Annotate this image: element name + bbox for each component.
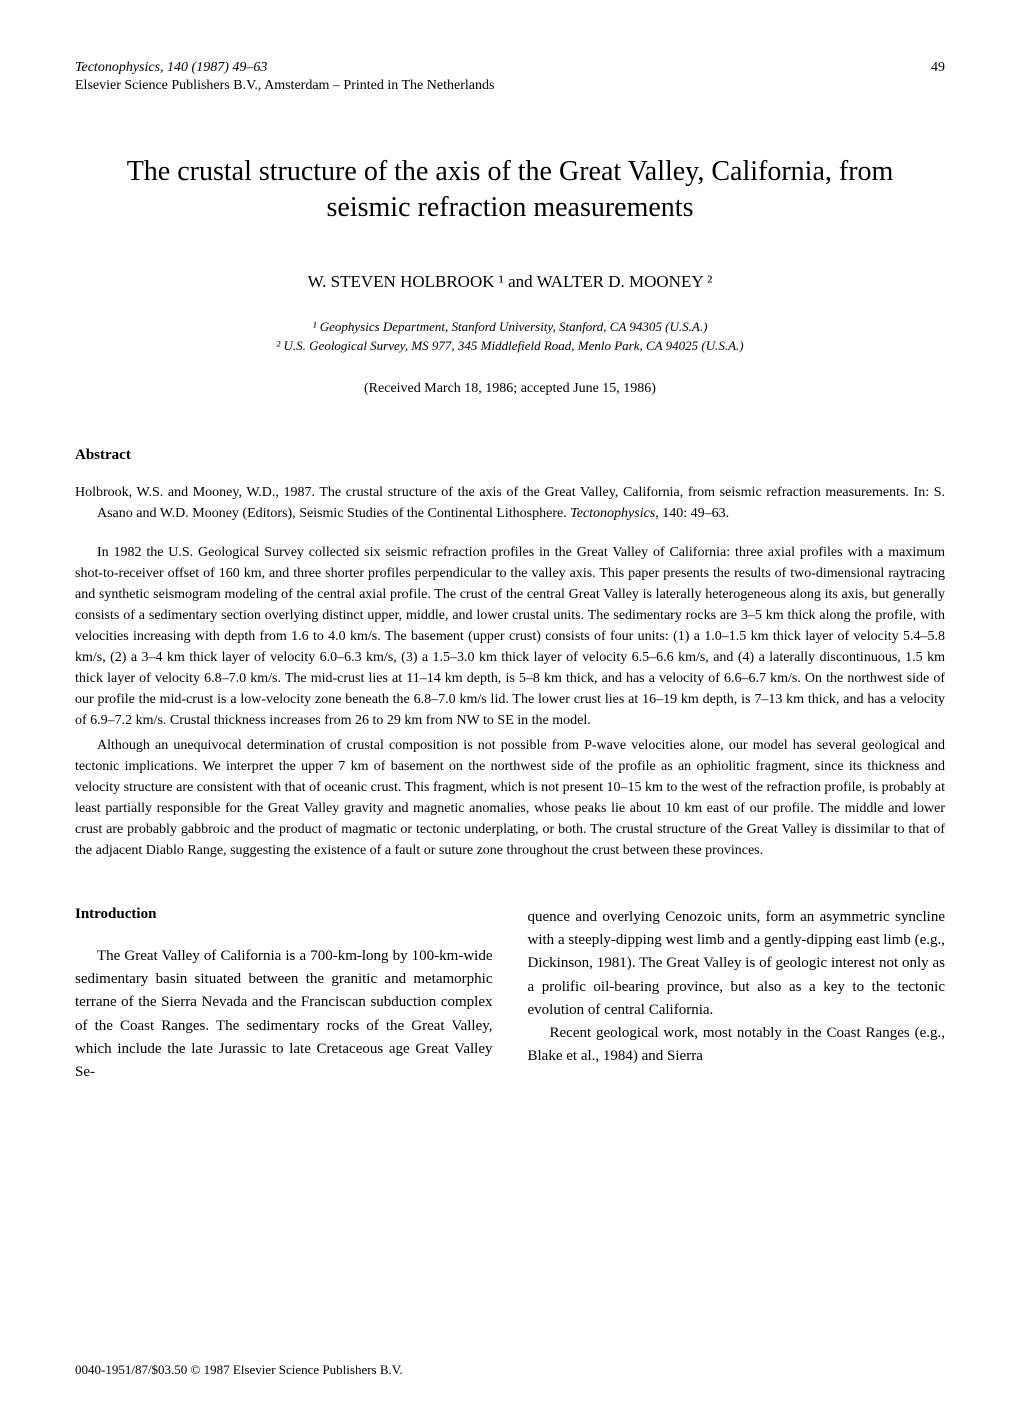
intro-para-left: The Great Valley of California is a 700-…	[75, 945, 493, 1085]
abstract-paragraph-1: In 1982 the U.S. Geological Survey colle…	[75, 542, 945, 731]
left-column: Introduction The Great Valley of Califor…	[75, 906, 493, 1085]
article-title: The crustal structure of the axis of the…	[75, 154, 945, 227]
received-accepted-dates: (Received March 18, 1986; accepted June …	[75, 381, 945, 397]
intro-para-right-2: Recent geological work, most notably in …	[528, 1022, 946, 1069]
authors: W. STEVEN HOLBROOK ¹ and WALTER D. MOONE…	[75, 272, 945, 292]
citation-pages: 140: 49–63.	[659, 506, 729, 521]
intro-para-right-1: quence and overlying Cenozoic units, for…	[528, 906, 946, 1022]
abstract-citation: Holbrook, W.S. and Mooney, W.D., 1987. T…	[75, 482, 945, 524]
citation-text: Holbrook, W.S. and Mooney, W.D., 1987. T…	[75, 485, 945, 521]
right-column: quence and overlying Cenozoic units, for…	[528, 906, 946, 1085]
journal-citation: Tectonophysics, 140 (1987) 49–63	[75, 60, 267, 76]
abstract-paragraph-2: Although an unequivocal determination of…	[75, 735, 945, 861]
footer-copyright: 0040-1951/87/$03.50 © 1987 Elsevier Scie…	[75, 1362, 403, 1378]
introduction-heading: Introduction	[75, 906, 493, 923]
affiliation-1: ¹ Geophysics Department, Stanford Univer…	[75, 317, 945, 337]
publisher-line: Elsevier Science Publishers B.V., Amster…	[75, 78, 945, 94]
page-number: 49	[931, 60, 945, 76]
abstract-heading: Abstract	[75, 447, 945, 464]
affiliation-2: ² U.S. Geological Survey, MS 977, 345 Mi…	[75, 336, 945, 356]
citation-journal: Tectonophysics,	[570, 506, 659, 521]
affiliations: ¹ Geophysics Department, Stanford Univer…	[75, 317, 945, 356]
